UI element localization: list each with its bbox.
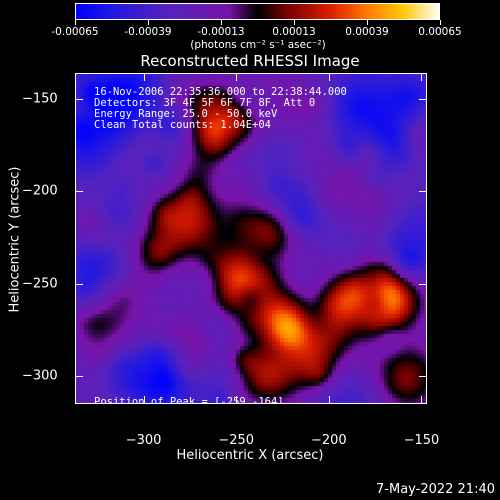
annotation-peak: Position of Peak = [-259,-164] bbox=[94, 396, 284, 404]
y-tick-mark bbox=[75, 283, 83, 285]
colorbar-tick-mark bbox=[221, 20, 222, 25]
y-tick-label: −250 bbox=[22, 276, 58, 292]
y-axis-label: Heliocentric Y (arcsec) bbox=[7, 166, 23, 313]
heatmap-image bbox=[76, 74, 426, 403]
colorbar bbox=[75, 3, 440, 20]
y-tick-label: −200 bbox=[22, 183, 58, 199]
colorbar-tick-label: 0.00013 bbox=[272, 26, 316, 38]
y-tick-mark bbox=[75, 376, 83, 378]
y-tick-mark bbox=[75, 191, 83, 193]
y-tick-mark bbox=[75, 98, 83, 100]
x-tick-mark bbox=[236, 73, 238, 81]
x-tick-label: −250 bbox=[218, 433, 255, 448]
colorbar-tick-label: 0.00039 bbox=[345, 26, 389, 38]
y-tick-mark bbox=[419, 376, 427, 378]
x-tick-mark bbox=[421, 73, 423, 81]
colorbar-tick-mark bbox=[294, 20, 295, 25]
annotation-detectors: Detectors: 3F 4F 5F 6F 7F 8F, Att 0 bbox=[94, 97, 316, 109]
x-tick-label: −200 bbox=[310, 433, 347, 448]
y-tick-label: −150 bbox=[22, 91, 58, 107]
x-tick-mark bbox=[236, 396, 238, 404]
x-tick-mark bbox=[328, 396, 330, 404]
colorbar-tick-label: 0.00065 bbox=[418, 26, 462, 38]
colorbar-tick-label: -0.00013 bbox=[197, 26, 245, 38]
colorbar-units: (photons cm⁻² s⁻¹ asec⁻²) bbox=[190, 39, 326, 51]
annotation-energy: Energy Range: 25.0 - 50.0 keV bbox=[94, 108, 278, 120]
colorbar-tick-label: -0.00039 bbox=[124, 26, 172, 38]
colorbar-tick-mark bbox=[75, 20, 76, 25]
plot-area: 16-Nov-2006 22:35:36.000 to 22:38:44.000… bbox=[75, 73, 427, 404]
chart-title: Reconstructed RHESSI Image bbox=[140, 52, 360, 70]
y-tick-mark bbox=[419, 283, 427, 285]
x-tick-mark bbox=[143, 396, 145, 404]
annotation-method: Clean Total counts: 1.04E+04 bbox=[94, 119, 272, 131]
x-axis-label: Heliocentric X (arcsec) bbox=[176, 448, 324, 463]
y-tick-mark bbox=[419, 191, 427, 193]
x-tick-mark bbox=[421, 396, 423, 404]
colorbar-tick-mark bbox=[440, 20, 441, 25]
x-tick-label: −300 bbox=[125, 433, 162, 448]
y-tick-label: −300 bbox=[22, 368, 58, 384]
colorbar-tick-mark bbox=[367, 20, 368, 25]
x-tick-label: −150 bbox=[403, 433, 440, 448]
annotation-time-range: 16-Nov-2006 22:35:36.000 to 22:38:44.000 bbox=[94, 86, 347, 98]
datestamp: 7-May-2022 21:40 bbox=[376, 482, 495, 497]
x-tick-mark bbox=[143, 73, 145, 81]
colorbar-tick-label: -0.00065 bbox=[51, 26, 99, 38]
y-tick-mark bbox=[419, 98, 427, 100]
colorbar-tick-mark bbox=[148, 20, 149, 25]
x-tick-mark bbox=[328, 73, 330, 81]
